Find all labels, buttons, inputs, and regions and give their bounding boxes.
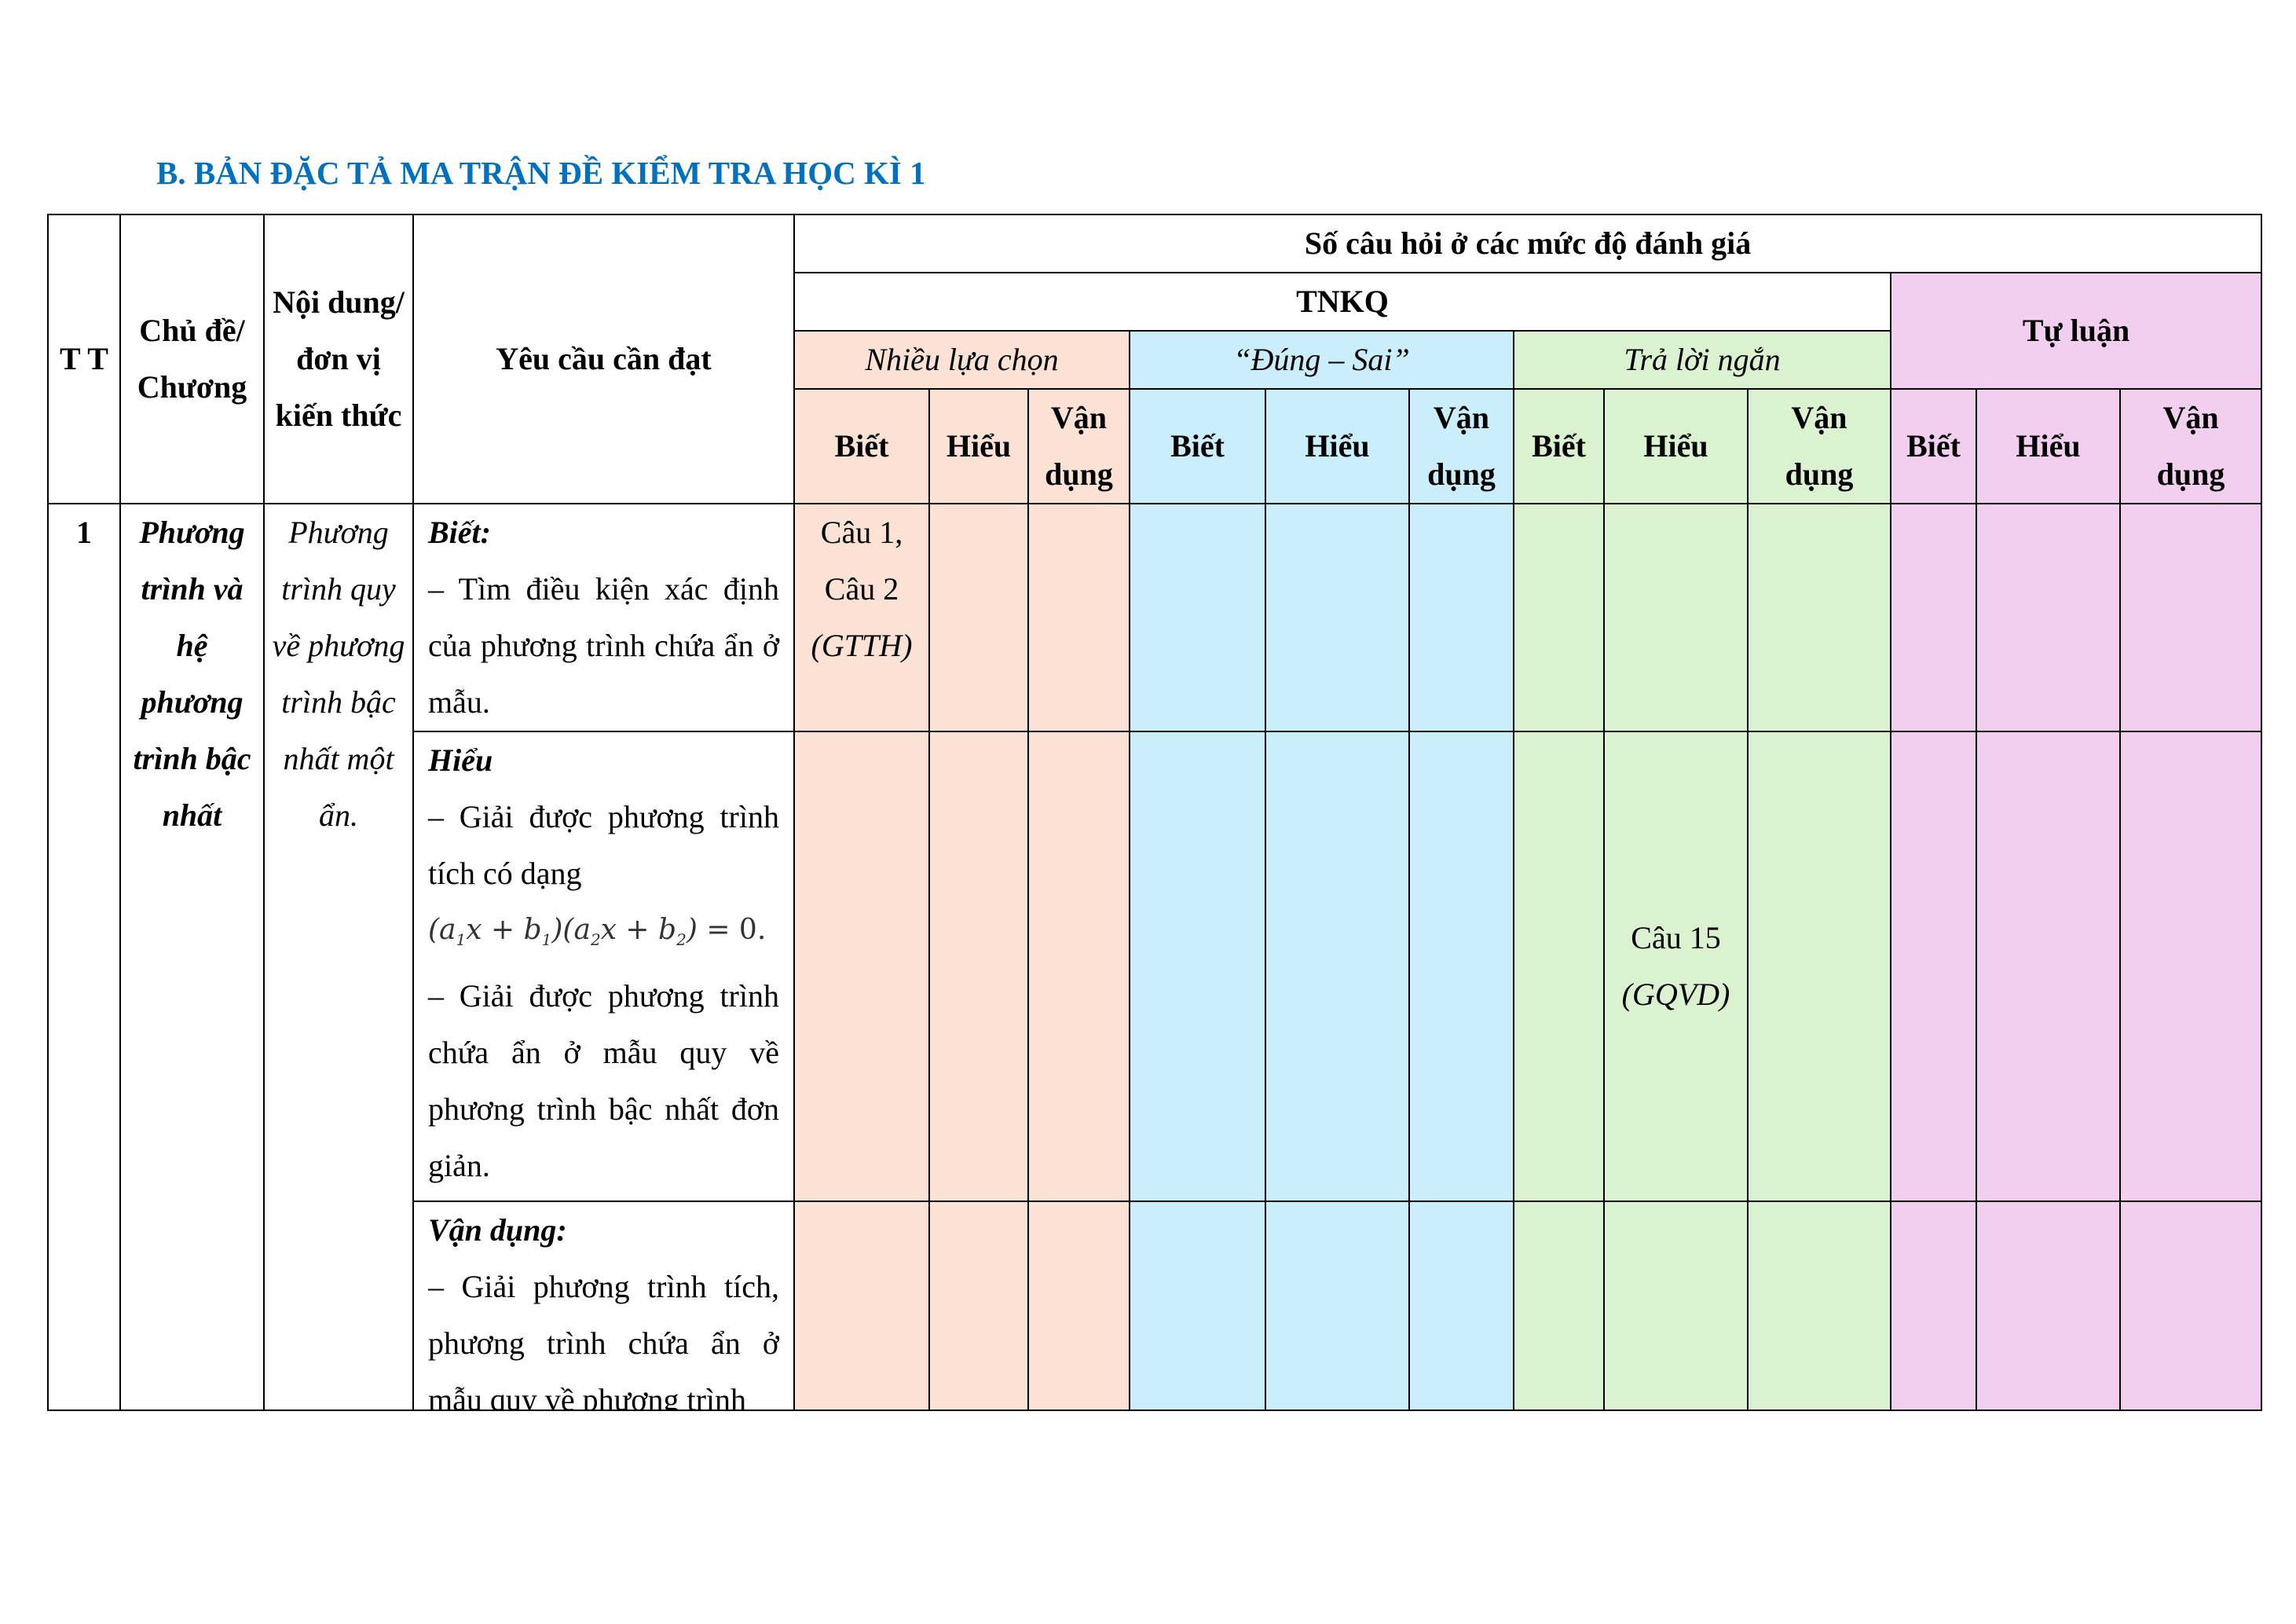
table-row: Vận dụng: – Giải phương trình tích, phươ… — [48, 1201, 2263, 1411]
requirement-text: – Giải được phương trình tích có dạng — [428, 799, 779, 891]
level-biet: Biết — [793, 388, 930, 504]
requirement-text: – Giải được phương trình chứa ẩn ở mẫu q… — [428, 978, 779, 1184]
level-hieu: Hiểu — [1603, 388, 1749, 504]
requirement-label: Hiểu — [428, 742, 493, 778]
level-van-dung: Vận dụng — [1027, 388, 1130, 504]
row-tt: 1 — [47, 503, 121, 1411]
header-nhieu-lua-chon: Nhiều lựa chọn — [793, 330, 1130, 390]
header-dung-sai: “Đúng – Sai” — [1129, 330, 1514, 390]
competency-note: (GTTH) — [811, 628, 913, 663]
header-so-cau: Số câu hỏi ở các mức độ đánh giá — [793, 214, 2263, 273]
header-tra-loi-ngan: Trả lời ngắn — [1513, 330, 1891, 390]
header-tu-luan: Tự luận — [1889, 272, 2263, 390]
page-title: B. BẢN ĐẶC TẢ MA TRẬN ĐỀ KIỂM TRA HỌC KÌ… — [156, 155, 926, 191]
cell-tln-hieu: Câu 15 (GQVD) — [1603, 731, 1749, 1202]
question-ref: Câu 1, Câu 2 — [820, 515, 903, 607]
row-noi-dung: Phương trình quy về phương trình bậc nhấ… — [263, 503, 414, 1411]
requirement-label: Vận dụng: — [428, 1212, 567, 1248]
requirement-biet: Biết: – Tìm điều kiện xác định của phươn… — [412, 503, 795, 732]
header-tnkq: TNKQ — [793, 272, 1891, 332]
requirement-text: – Giải phương trình tích, phương trình c… — [428, 1269, 779, 1410]
level-van-dung: Vận dụng — [1747, 388, 1891, 504]
level-biet: Biết — [1890, 388, 1977, 504]
requirement-hieu: Hiểu – Giải được phương trình tích có dạ… — [412, 731, 795, 1202]
competency-note: (GQVD) — [1621, 977, 1730, 1012]
header-noi-dung: Nội dung/ đơn vị kiến thức — [263, 214, 414, 504]
requirement-label: Biết: — [428, 515, 491, 550]
formula: (a1x + b1)(a2x + b2) = 0. — [428, 914, 767, 950]
table-row: Hiểu – Giải được phương trình tích có dạ… — [48, 731, 2263, 1202]
table-row: 1 Phương trình và hệ phương trình bậc nh… — [47, 503, 2263, 1411]
requirement-text: – Tìm điều kiện xác định của phương trìn… — [428, 571, 779, 720]
cell-nlc-biet: Câu 1, Câu 2 (GTTH) — [793, 503, 930, 732]
header-tt: T T — [47, 214, 121, 504]
level-hieu: Hiểu — [1265, 388, 1410, 504]
level-van-dung: Vận dụng — [2118, 388, 2263, 504]
question-ref: Câu 15 — [1631, 920, 1721, 955]
level-van-dung: Vận dụng — [1408, 388, 1514, 504]
header-yeu-cau: Yêu cầu cần đạt — [412, 214, 795, 504]
level-biet: Biết — [1129, 388, 1266, 504]
level-hieu: Hiểu — [928, 388, 1029, 504]
spec-matrix-table: T T Chủ đề/ Chương Nội dung/ đơn vị kiến… — [47, 214, 2263, 1411]
row-chu-de: Phương trình và hệ phương trình bậc nhất — [119, 503, 265, 1411]
level-hieu: Hiểu — [1976, 388, 2121, 504]
requirement-van-dung: Vận dụng: – Giải phương trình tích, phươ… — [412, 1201, 795, 1411]
header-chu-de: Chủ đề/ Chương — [119, 214, 265, 504]
level-biet: Biết — [1513, 388, 1605, 504]
